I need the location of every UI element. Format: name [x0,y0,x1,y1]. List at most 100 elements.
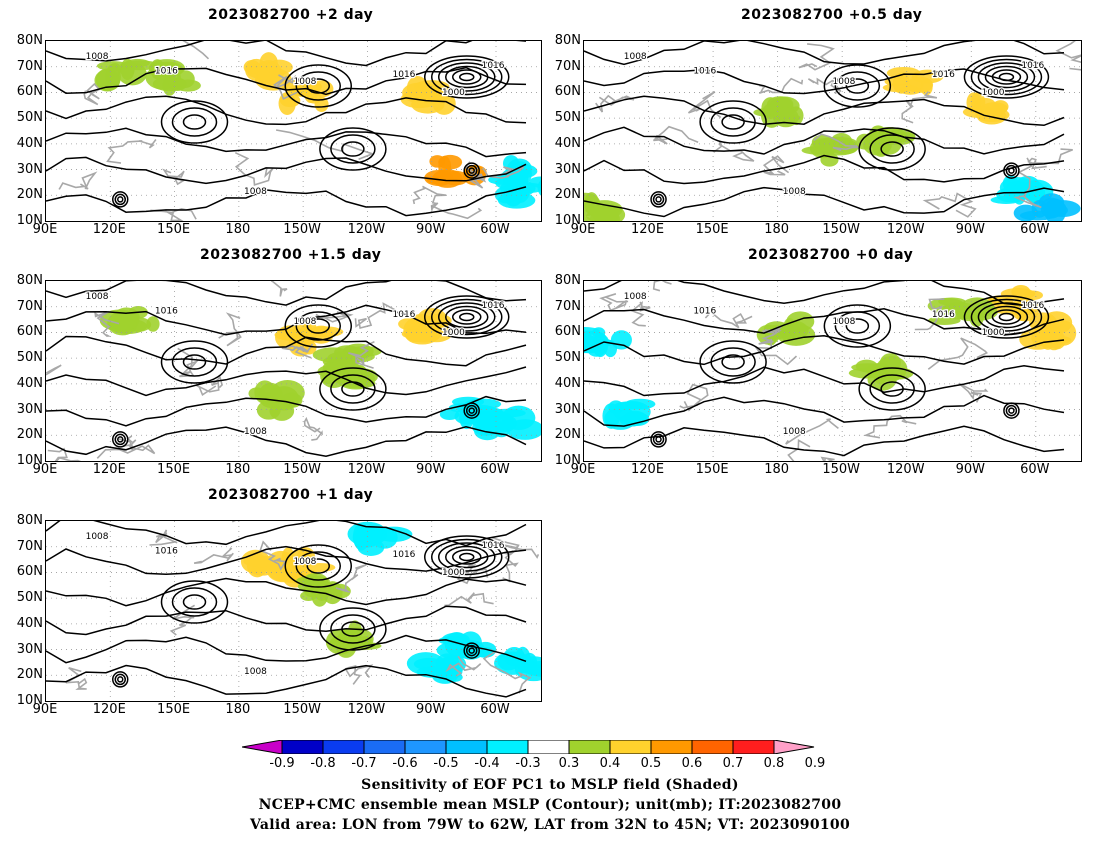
mslp-contours [46,41,527,217]
contour-label: 1000 [442,88,465,98]
contour-label: 1000 [982,88,1005,98]
lat-tick-label: 20N [16,427,43,443]
lat-tick-label: 80N [16,33,43,48]
lat-tick-label: 50N [554,350,581,366]
lat-tick-label: 40N [16,375,43,391]
lon-tick-label: 180 [764,462,790,477]
lon-tick-label: 90W [416,222,446,237]
sensitivity-shade [417,83,430,97]
panel-title: 2023082700 +1 day [208,487,374,503]
sensitivity-shade [278,92,296,116]
sensitivity-shade [610,330,632,350]
contour-label: 1008 [294,317,317,327]
sensitivity-shade [243,60,261,75]
contour-label: 1008 [783,427,806,437]
lat-tick-label: 60N [16,84,43,100]
sensitivity-shade [938,297,966,306]
lat-tick-label: 70N [16,538,43,554]
colorbar-tick-label: 0.9 [804,756,826,771]
lon-tick-label: 120E [92,462,126,477]
contour-label: 1008 [86,292,109,302]
lon-tick-label: 120E [631,222,665,237]
lon-tick-label: 60W [1020,222,1050,237]
sensitivity-shade [112,318,137,331]
lon-tick-label: 150E [157,222,191,237]
contour-label: 1016 [393,310,416,320]
colorbar-tick-label: 0.8 [763,756,785,771]
lon-tick-label: 90E [32,702,58,717]
lat-tick-label: 60N [554,84,581,100]
contour-label: 1016 [482,301,505,311]
lon-tick-label: 120W [347,222,386,237]
lat-tick-label: 80N [554,33,581,48]
sensitivity-shade [375,526,413,542]
mslp-contours [46,281,527,457]
caption-line-1: Sensitivity of EOF PC1 to MSLP field (Sh… [361,777,739,793]
mslp-contours [584,41,1065,218]
lat-tick-label: 60N [16,564,43,580]
colorbar-segment [527,740,570,754]
sensitivity-shade [459,405,475,430]
lat-tick-label: 50N [16,350,43,366]
contour-label: 1008 [244,427,267,437]
colorbar-segment [732,740,775,754]
lat-tick-label: 50N [16,590,43,606]
sensitivity-shade [783,317,797,338]
sensitivity-shade [176,70,195,88]
sensitivity-shade [295,575,330,587]
sensitivity-shade [873,366,888,385]
lon-tick-label: 90E [570,462,596,477]
colorbar-segment [281,740,324,754]
lon-tick-label: 60W [480,462,510,477]
sensitivity-shade [398,318,418,330]
map-frame: 1008 1016 1008 1016 1008 1016 1000 [583,40,1082,222]
lon-tick-label: 90W [955,462,985,477]
sensitivity-shade [1044,198,1067,221]
colorbar-segment [609,740,652,754]
contour-label: 1016 [482,541,505,551]
sensitivity-shade [529,176,541,188]
lon-tick-label: 120W [886,462,925,477]
lon-tick-label: 60W [480,702,510,717]
contour-label: 1016 [155,66,178,76]
lat-tick-label: 80N [16,273,43,288]
sensitivity-shade [966,92,982,114]
colorbar-tick-label: 0.6 [681,756,703,771]
map-plot: 1008 1016 1008 1016 1008 1016 1000 [46,281,541,461]
contour-label: 1008 [86,532,109,542]
lon-tick-label: 180 [225,462,251,477]
colorbar-segment [404,740,447,754]
lon-tick-label: 90E [32,222,58,237]
panel-title: 2023082700 +0 day [748,247,914,263]
lon-tick-label: 150W [822,462,860,477]
contour-label: 1008 [833,77,856,87]
contour-label: 1008 [244,667,267,677]
sensitivity-shade [788,106,804,126]
sensitivity-shade [469,406,505,422]
sensitivity-shade [899,85,922,95]
lon-tick-label: 90W [955,222,985,237]
contour-label: 1016 [155,546,178,556]
sensitivity-shade [347,620,363,644]
contour-label: 1000 [442,568,465,578]
lat-tick-label: 70N [554,298,581,314]
lat-tick-label: 30N [554,161,581,177]
lon-tick-label: 150W [283,702,321,717]
lat-tick-label: 10N [16,693,43,708]
lat-tick-label: 20N [554,187,581,203]
sensitivity-shade [270,380,305,406]
lon-tick-label: 120E [92,702,126,717]
sensitivity-shade [589,208,620,221]
lat-tick-label: 50N [554,110,581,126]
colorbar-tick-label: 0.5 [640,756,662,771]
panel-title: 2023082700 +1.5 day [200,247,382,263]
lat-tick-label: 30N [16,161,43,177]
mslp-contours [46,521,527,698]
sensitivity-shade [148,59,186,78]
lon-tick-label: 120E [631,462,665,477]
colorbar-tick-label: -0.4 [474,756,500,771]
lat-tick-label: 60N [16,324,43,340]
lon-tick-label: 150E [695,462,729,477]
lon-tick-label: 90E [570,222,596,237]
sensitivity-shade [829,139,859,155]
